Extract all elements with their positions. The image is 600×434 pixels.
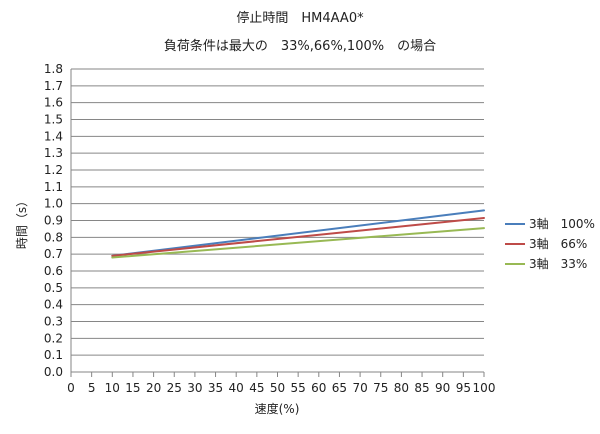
legend-label: 3軸 33% (529, 257, 587, 271)
x-tick-label: 70 (352, 381, 367, 395)
y-tick-label: 0.1 (44, 348, 63, 362)
x-tick-label: 75 (373, 381, 388, 395)
axes (70, 69, 485, 377)
x-tick-label: 50 (270, 381, 285, 395)
x-tick-label: 30 (187, 381, 202, 395)
x-tick-label: 60 (311, 381, 326, 395)
y-tick-label: 0.7 (44, 247, 63, 261)
x-tick-label: 95 (456, 381, 471, 395)
y-tick-label: 1.0 (44, 197, 63, 211)
x-tick-label: 10 (105, 381, 120, 395)
x-tick-label: 55 (291, 381, 306, 395)
y-tick-label: 1.5 (44, 113, 63, 127)
series-line-2 (111, 216, 485, 257)
x-tick-label: 15 (125, 381, 140, 395)
x-tick-label: 45 (249, 381, 264, 395)
x-tick-label: 20 (146, 381, 161, 395)
y-tick-label: 0.9 (44, 214, 63, 228)
x-axis-title: 速度(%) (255, 401, 300, 416)
legend-label: 3軸 100% (529, 217, 595, 231)
series-line-1 (111, 209, 485, 257)
y-axis-title: 時間（s） (15, 195, 29, 249)
x-tick-label: 100 (473, 381, 496, 395)
y-tick-label: 0.3 (44, 315, 63, 329)
x-tick-labels: 0 5 10 15 20 25 30 35 40 45 50 55 60 65 70 75 80 85 90 95 10… (67, 381, 495, 395)
y-tick-label: 1.7 (44, 79, 63, 93)
x-tick-label: 85 (414, 381, 429, 395)
series-line-3 (111, 227, 485, 259)
y-tick-label: 1.6 (44, 96, 63, 110)
y-tick-label: 0.2 (44, 331, 63, 345)
y-tick-label: 0.5 (44, 281, 63, 295)
y-tick-label: 1.1 (44, 180, 63, 194)
x-tick-label: 90 (435, 381, 450, 395)
legend-label: 3軸 66% (529, 237, 587, 251)
gridlines (71, 68, 484, 373)
y-tick-label: 1.3 (44, 146, 63, 160)
x-tick-label: 35 (208, 381, 223, 395)
series-lines (111, 209, 485, 259)
x-tick-label: 25 (167, 381, 182, 395)
y-tick-label: 1.2 (44, 163, 63, 177)
y-tick-labels: 0.0 0.1 0.2 0.3 0.4 0.5 0.6 0.7 0.8 0.9 1.0 1.1 1.2 1… (44, 62, 63, 379)
y-tick-label: 1.8 (44, 62, 63, 76)
y-tick-label: 0.8 (44, 230, 63, 244)
x-tick-label: 40 (229, 381, 244, 395)
legend: 3軸 100% 3軸 66% 3軸 33% (505, 217, 595, 271)
x-tick-label: 5 (88, 381, 96, 395)
y-tick-label: 0.0 (44, 365, 63, 379)
chart-title: 停止時間 HM4AA0* (236, 10, 364, 26)
y-tick-label: 0.4 (44, 298, 63, 312)
x-tick-label: 80 (394, 381, 409, 395)
y-tick-label: 0.6 (44, 264, 63, 278)
x-tick-label: 65 (332, 381, 347, 395)
chart-subtitle: 負荷条件は最大の 33%,66%,100% の場合 (164, 38, 436, 54)
x-tick-label: 0 (67, 381, 75, 395)
y-tick-label: 1.4 (44, 129, 63, 143)
